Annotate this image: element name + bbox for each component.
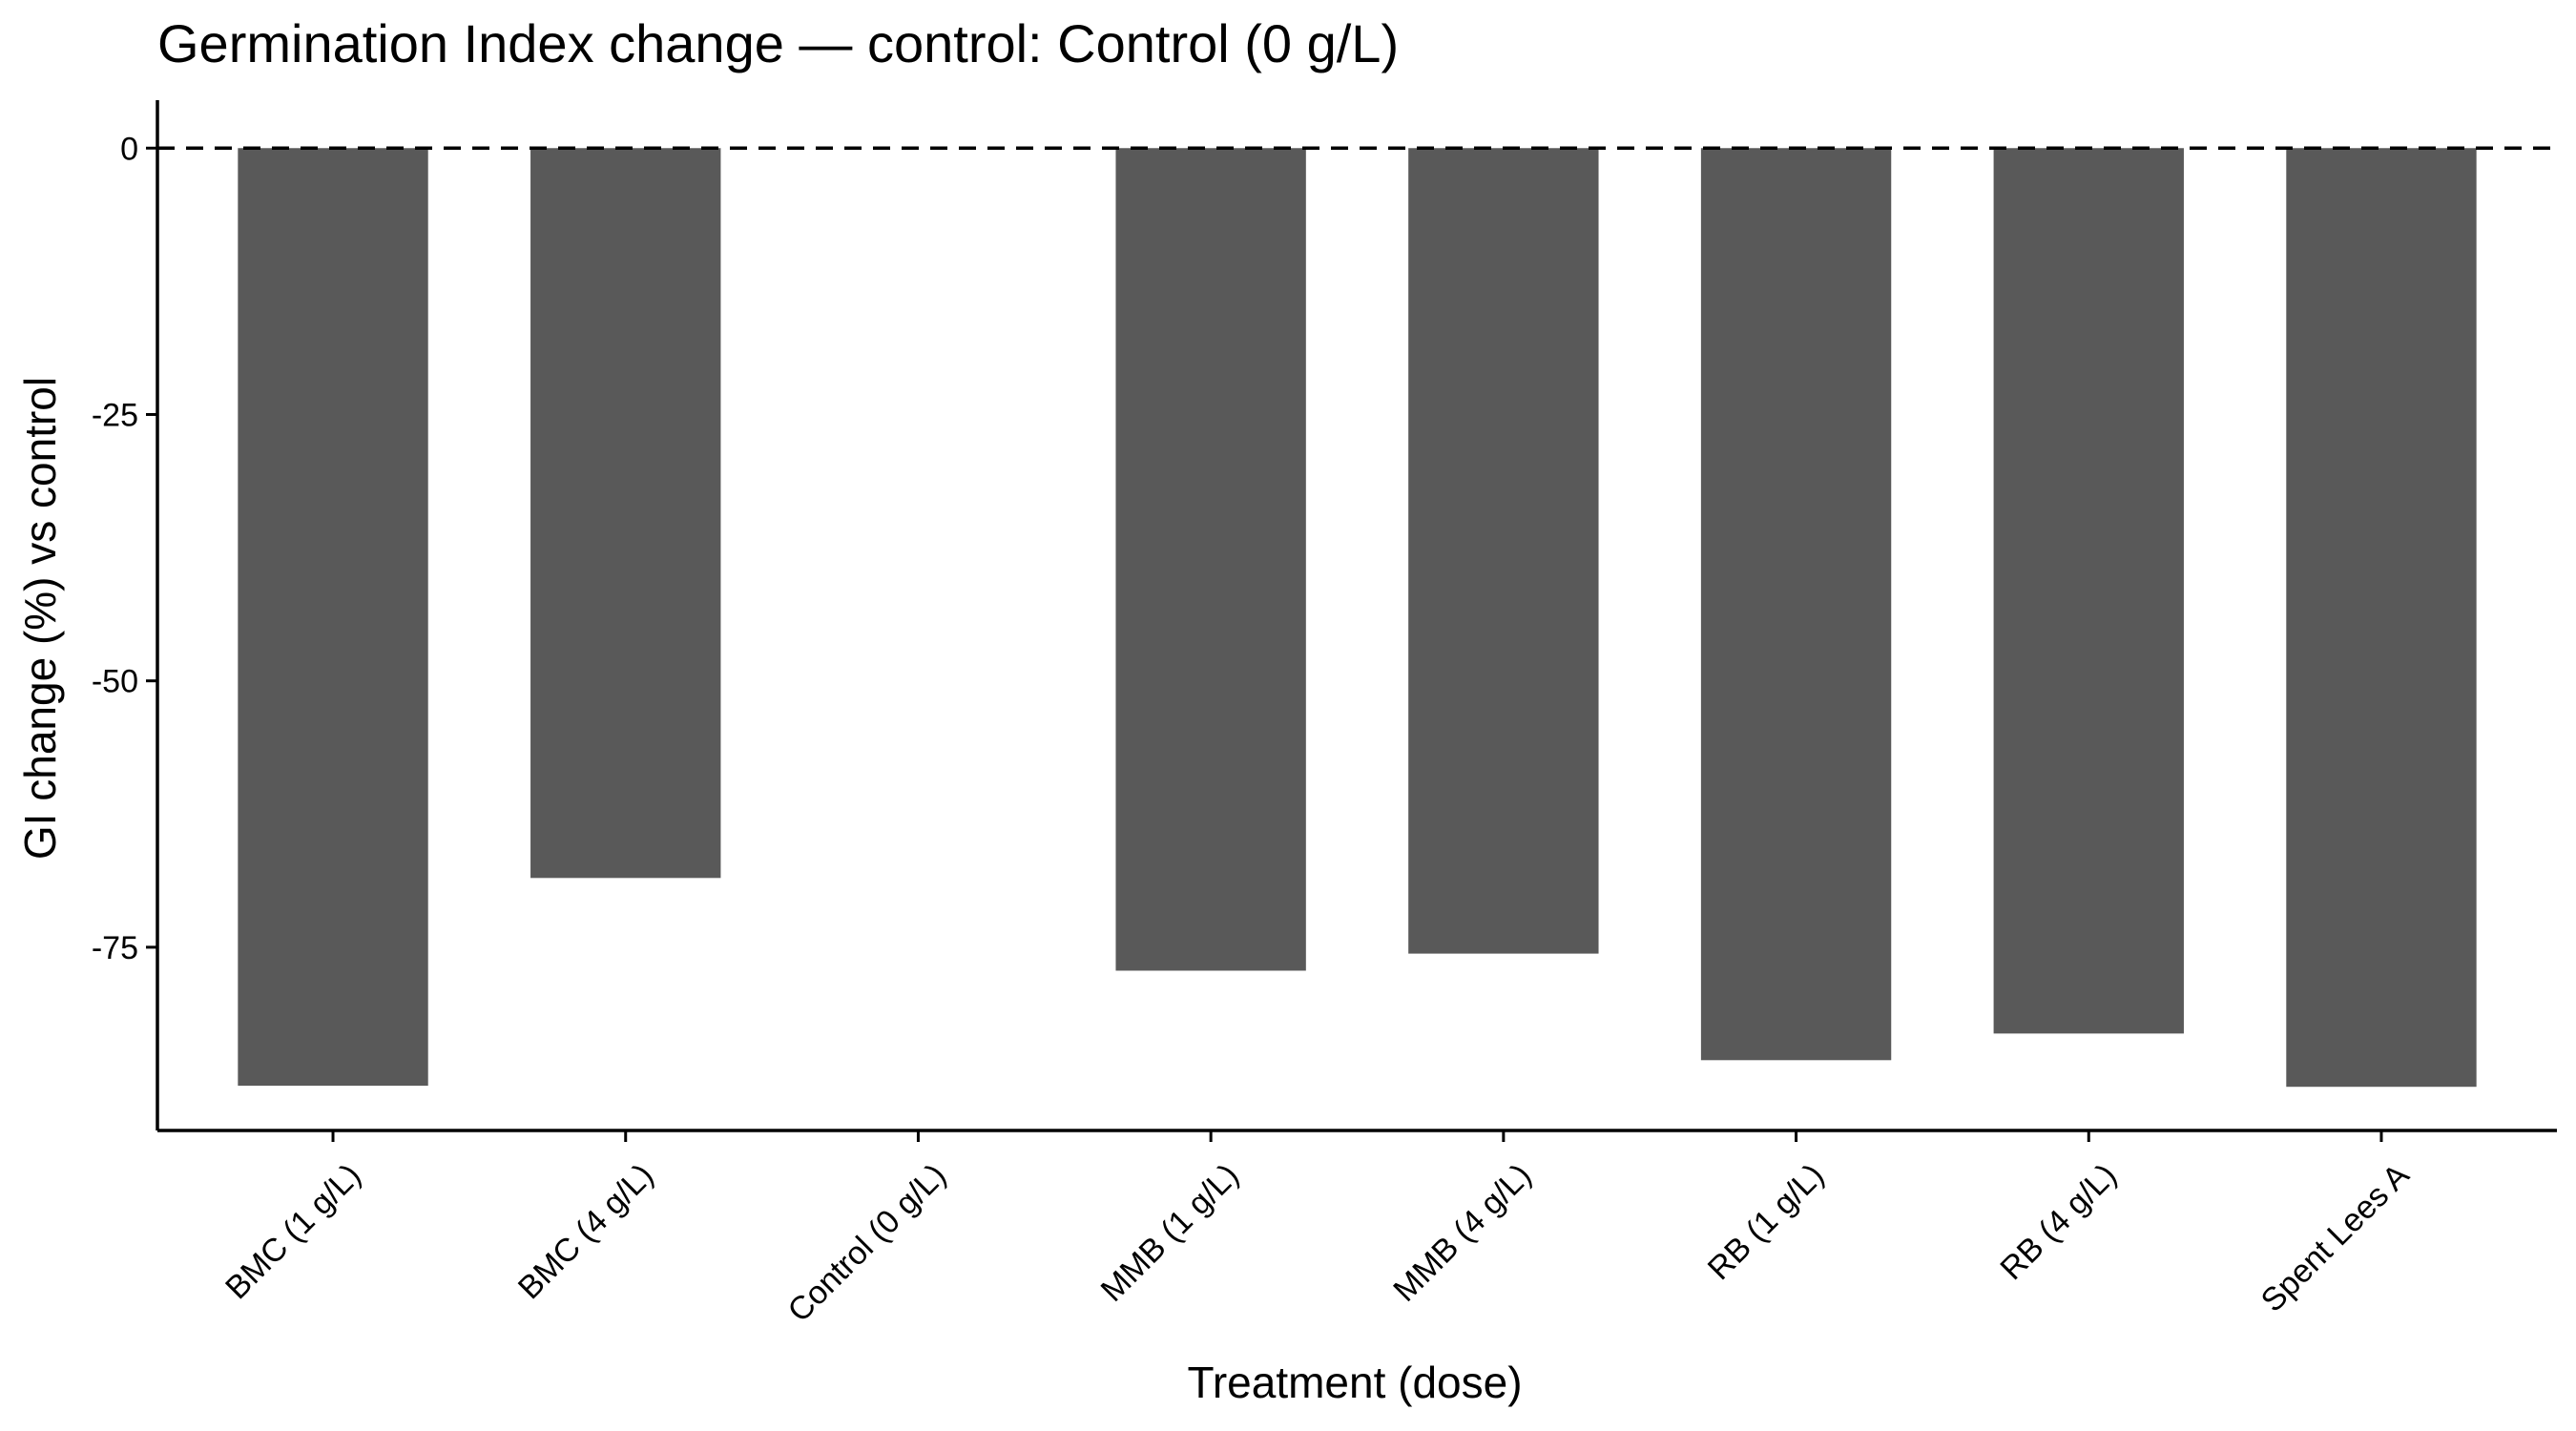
y-tick-label: -50 (92, 664, 138, 700)
y-axis: 0 -25 -50 -75 (92, 100, 159, 1130)
bars-group (238, 148, 2477, 1088)
x-tick-label: Spent Lees A (2254, 1157, 2417, 1319)
bar-0 (238, 148, 428, 1087)
bar-3 (1115, 148, 1306, 971)
x-axis-title: Treatment (dose) (1187, 1358, 1522, 1407)
bar-7 (2286, 148, 2477, 1088)
chart-title: Germination Index change — control: Cont… (157, 13, 1399, 73)
x-tick-label: MMB (1 g/L) (1094, 1157, 1246, 1309)
bar-6 (1993, 148, 2184, 1034)
x-tick-label: MMB (4 g/L) (1386, 1157, 1538, 1309)
bar-1 (530, 148, 721, 879)
x-tick-label: RB (1 g/L) (1701, 1157, 1831, 1287)
x-tick-label: BMC (1 g/L) (218, 1157, 367, 1306)
x-axis: BMC (1 g/L) BMC (4 g/L) Control (0 g/L) MMB… (157, 1129, 2557, 1330)
x-tick-label: RB (4 g/L) (1993, 1157, 2123, 1287)
x-tick-label: BMC (4 g/L) (511, 1157, 660, 1306)
x-tick-label: Control (0 g/L) (781, 1157, 954, 1330)
bar-4 (1408, 148, 1599, 954)
y-tick-label: 0 (120, 131, 138, 167)
bar-5 (1700, 148, 1892, 1061)
y-axis-title: GI change (%) vs control (15, 377, 65, 860)
y-tick-label: -25 (92, 397, 138, 433)
y-tick-label: -75 (92, 930, 138, 966)
